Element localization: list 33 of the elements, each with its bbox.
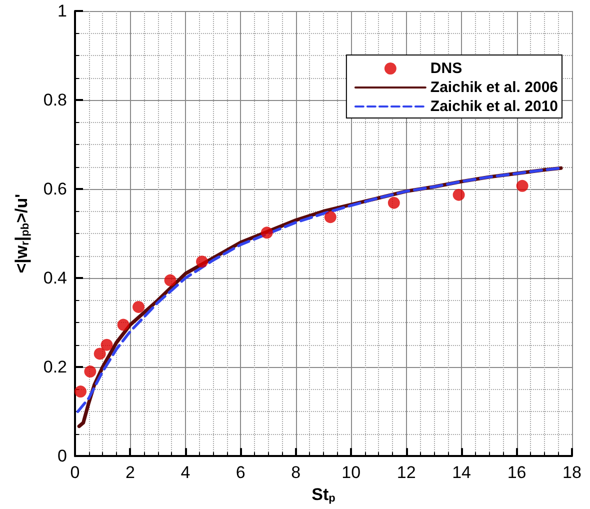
x-tick-label: 12 — [396, 463, 416, 482]
point — [132, 300, 145, 313]
point — [452, 188, 465, 201]
x-tick-label: 6 — [236, 463, 246, 482]
y-tick-label: 1 — [58, 2, 67, 20]
point — [164, 274, 176, 286]
point — [388, 196, 400, 209]
y-tick-label: 0.2 — [43, 358, 67, 377]
legend-label: DNS — [430, 60, 462, 77]
legend-label: Zaichik et al. 2006 — [430, 79, 558, 96]
point — [324, 211, 336, 224]
y-tick-label: 0.4 — [43, 268, 67, 288]
point — [84, 366, 96, 378]
legend-label: Zaichik et al. 2010 — [430, 98, 558, 115]
y-axis-title: <|wr|pb>/u' — [12, 194, 32, 274]
point — [117, 318, 130, 331]
x-tick-label: 8 — [291, 463, 301, 482]
point — [94, 348, 106, 360]
x-tick-label: 16 — [507, 463, 526, 482]
point — [196, 256, 208, 268]
point — [74, 386, 87, 398]
point — [100, 338, 113, 351]
y-tick-label: 0.6 — [43, 180, 67, 199]
x-tick-label: 0 — [70, 463, 80, 482]
x-tick-label: 4 — [180, 463, 190, 482]
point — [516, 180, 528, 192]
x-tick-label: 14 — [452, 463, 472, 482]
y-tick-label: 0.8 — [43, 90, 67, 110]
point — [260, 226, 273, 239]
y-tick-label: 0 — [58, 446, 67, 466]
x-tick-label: 2 — [125, 463, 135, 482]
x-tick-label: 18 — [562, 463, 582, 482]
x-tick-label: 10 — [342, 463, 361, 482]
